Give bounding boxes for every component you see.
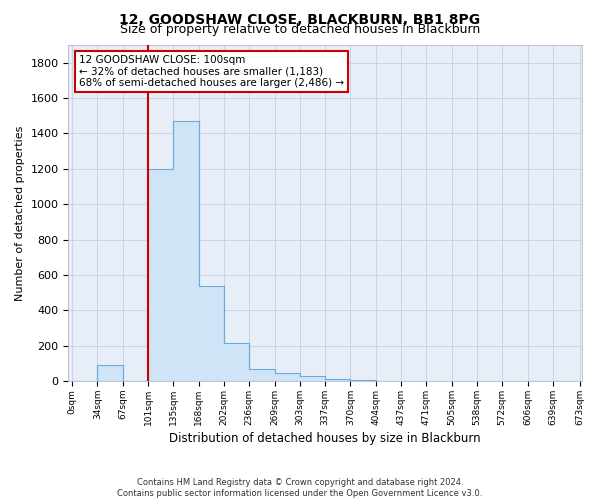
Bar — [97, 365, 123, 381]
Text: 12 GOODSHAW CLOSE: 100sqm
← 32% of detached houses are smaller (1,183)
68% of se: 12 GOODSHAW CLOSE: 100sqm ← 32% of detac… — [79, 55, 344, 88]
Bar — [350, 380, 376, 381]
Bar — [275, 373, 300, 381]
Text: 12, GOODSHAW CLOSE, BLACKBURN, BB1 8PG: 12, GOODSHAW CLOSE, BLACKBURN, BB1 8PG — [119, 12, 481, 26]
Text: Contains HM Land Registry data © Crown copyright and database right 2024.
Contai: Contains HM Land Registry data © Crown c… — [118, 478, 482, 498]
Bar — [325, 380, 350, 381]
Bar — [199, 286, 224, 381]
Bar — [173, 121, 199, 381]
Bar — [249, 368, 275, 381]
Y-axis label: Number of detached properties: Number of detached properties — [15, 126, 25, 300]
Bar — [148, 169, 173, 381]
X-axis label: Distribution of detached houses by size in Blackburn: Distribution of detached houses by size … — [169, 432, 481, 445]
Text: Size of property relative to detached houses in Blackburn: Size of property relative to detached ho… — [120, 22, 480, 36]
Bar — [300, 376, 325, 381]
Bar — [224, 343, 249, 381]
